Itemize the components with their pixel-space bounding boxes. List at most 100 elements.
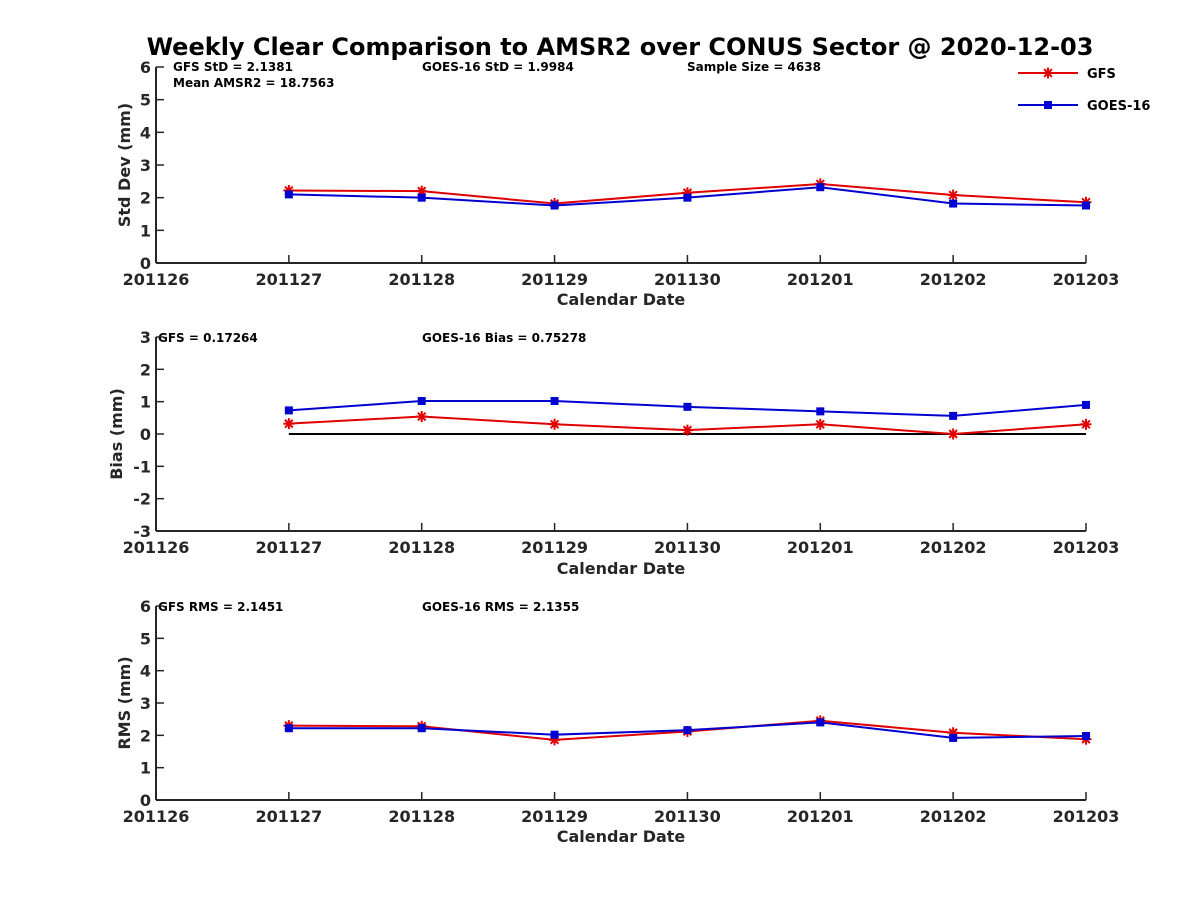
x-tick-label: 201202: [920, 538, 987, 557]
y-tick-label: 4: [140, 123, 151, 142]
data-point-goes16: [1082, 201, 1090, 210]
x-tick-label: 201127: [255, 807, 322, 826]
y-tick-label: 2: [140, 189, 151, 208]
annotation-goes16-bias: GOES-16 Bias = 0.75278: [422, 331, 586, 345]
y-tick-label: 3: [140, 328, 151, 347]
y-tick-label: 0: [140, 425, 151, 444]
data-point-goes16: [1082, 400, 1090, 409]
annotation-sample-size: Sample Size = 4638: [687, 60, 821, 74]
y-tick-label: 1: [140, 221, 151, 240]
y-tick-label: 5: [140, 629, 151, 648]
data-point-gfs: [814, 418, 826, 430]
data-point-goes16: [550, 730, 559, 739]
x-tick-label: 201126: [123, 270, 190, 289]
y-tick-label: -2: [133, 490, 151, 509]
data-point-goes16: [284, 190, 293, 199]
data-point-goes16: [417, 724, 426, 733]
x-axis-label: Calendar Date: [557, 290, 686, 309]
x-tick-label: 201126: [123, 538, 190, 557]
data-point-gfs: [947, 189, 959, 201]
annotation-gfs-bias: GFS = 0.17264: [158, 331, 258, 345]
y-tick-label: 3: [140, 156, 151, 175]
chart-title: Weekly Clear Comparison to AMSR2 over CO…: [147, 33, 1094, 61]
legend-label-goes16: GOES-16: [1087, 99, 1150, 114]
data-point-goes16: [949, 199, 958, 208]
legend-marker-goes16: [1044, 101, 1052, 109]
data-point-goes16: [683, 193, 692, 202]
data-point-goes16: [816, 718, 825, 727]
data-point-goes16: [417, 397, 426, 406]
y-tick-label: 1: [140, 393, 151, 412]
y-tick-label: -1: [133, 457, 151, 476]
x-tick-label: 201202: [920, 270, 987, 289]
legend-marker: [1042, 67, 1054, 79]
x-tick-label: 201130: [654, 538, 721, 557]
x-tick-label: 201201: [787, 538, 854, 557]
x-tick-label: 201201: [787, 270, 854, 289]
y-tick-label: 3: [140, 694, 151, 713]
annotation-goes16-std: GOES-16 StD = 1.9984: [422, 60, 574, 74]
y-tick-label: 6: [140, 58, 151, 77]
y-tick-label: 6: [140, 597, 151, 616]
data-point-gfs: [549, 418, 561, 430]
y-tick-label: -3: [133, 522, 151, 541]
x-tick-label: 201128: [388, 538, 455, 557]
panel-rms: GFS RMS = 2.1451 GOES-16 RMS = 2.1355 Ca…: [115, 597, 1119, 846]
x-tick-label: 201203: [1053, 807, 1120, 826]
data-point-goes16: [949, 733, 958, 742]
y-axis-label: RMS (mm): [115, 656, 134, 749]
data-point-goes16: [816, 183, 825, 192]
data-point-goes16: [550, 201, 559, 210]
y-tick-label: 5: [140, 91, 151, 110]
data-point-gfs: [947, 428, 959, 440]
x-tick-label: 201202: [920, 807, 987, 826]
annotation-goes16-rms: GOES-16 RMS = 2.1355: [422, 600, 579, 614]
annotation-mean-amsr2: Mean AMSR2 = 18.7563: [173, 76, 334, 90]
annotation-gfs-rms: GFS RMS = 2.1451: [158, 600, 283, 614]
panel-std-dev: GFS StD = 2.1381 Mean AMSR2 = 18.7563 GO…: [115, 58, 1119, 309]
x-axis-label: Calendar Date: [557, 559, 686, 578]
legend: GFS GOES-16: [1018, 67, 1150, 114]
y-tick-label: 0: [140, 791, 151, 810]
data-point-goes16: [284, 406, 293, 415]
x-tick-label: 201129: [521, 270, 588, 289]
x-tick-label: 201127: [255, 270, 322, 289]
x-tick-label: 201127: [255, 538, 322, 557]
y-tick-label: 4: [140, 662, 151, 681]
data-point-goes16: [949, 411, 958, 420]
y-axis-label: Std Dev (mm): [115, 103, 134, 227]
data-point-goes16: [683, 726, 692, 735]
data-point-goes16: [550, 397, 559, 406]
x-tick-label: 201130: [654, 270, 721, 289]
x-tick-label: 201128: [388, 807, 455, 826]
data-point-goes16: [284, 724, 293, 733]
x-tick-label: 201203: [1053, 538, 1120, 557]
data-point-gfs: [681, 424, 693, 436]
annotation-gfs-std: GFS StD = 2.1381: [173, 60, 293, 74]
data-point-goes16: [1082, 731, 1090, 740]
x-tick-label: 201126: [123, 807, 190, 826]
x-axis-label: Calendar Date: [557, 827, 686, 846]
data-point-goes16: [683, 402, 692, 411]
x-tick-label: 201129: [521, 538, 588, 557]
y-tick-label: 2: [140, 360, 151, 379]
y-tick-label: 2: [140, 726, 151, 745]
data-point-gfs: [416, 411, 428, 423]
data-point-goes16: [417, 193, 426, 202]
legend-marker: [1044, 101, 1052, 109]
x-tick-label: 201203: [1053, 270, 1120, 289]
data-point-gfs: [1080, 418, 1092, 430]
legend-marker-gfs: [1042, 67, 1054, 79]
y-tick-label: 1: [140, 759, 151, 778]
x-tick-label: 201201: [787, 807, 854, 826]
y-tick-label: 0: [140, 254, 151, 273]
x-tick-label: 201130: [654, 807, 721, 826]
data-point-goes16: [816, 407, 825, 416]
legend-label-gfs: GFS: [1087, 67, 1116, 82]
data-point-gfs: [283, 418, 295, 430]
x-tick-label: 201129: [521, 807, 588, 826]
panel-bias: GFS = 0.17264 GOES-16 Bias = 0.75278 Cal…: [107, 328, 1119, 578]
x-tick-label: 201128: [388, 270, 455, 289]
y-axis-label: Bias (mm): [107, 388, 126, 480]
